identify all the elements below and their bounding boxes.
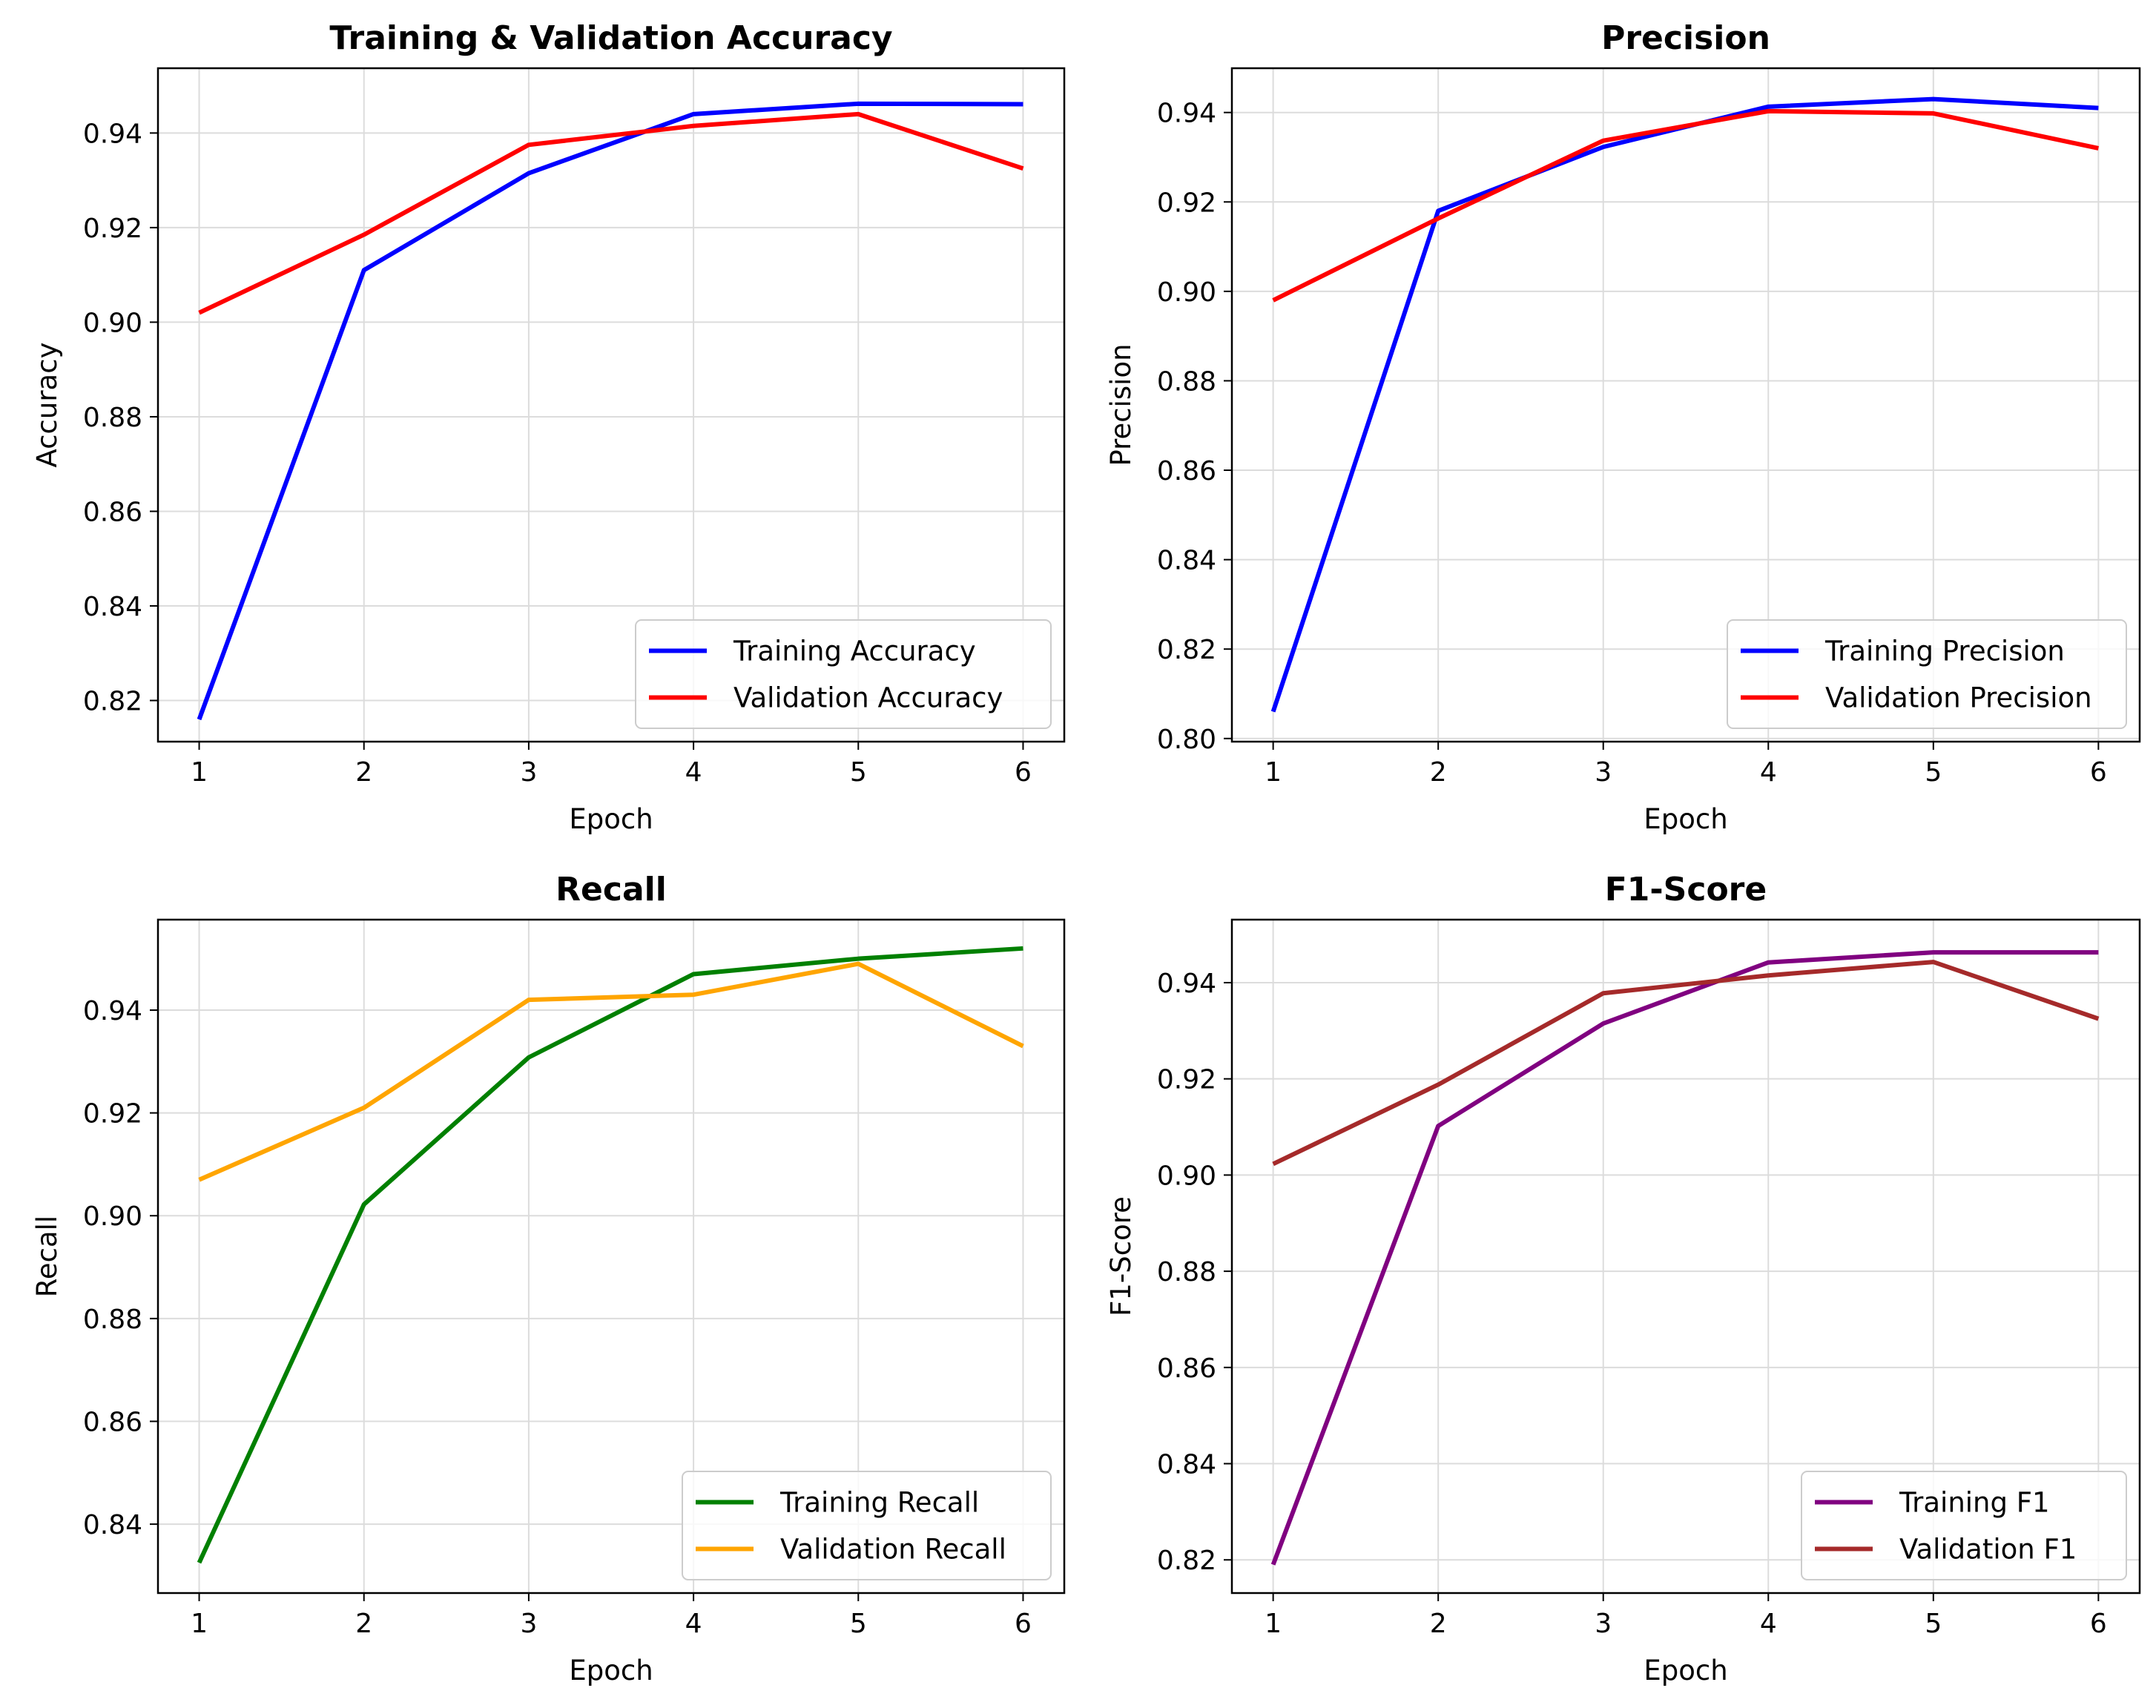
y-tick-label: 0.90 — [1157, 277, 1216, 308]
legend-box — [682, 1471, 1052, 1580]
plot-frame — [1230, 67, 2141, 743]
x-tick-label: 4 — [685, 757, 702, 788]
legend: Training Accuracy Validation Accuracy — [635, 619, 1052, 729]
x-tick-label: 5 — [1925, 757, 1942, 788]
y-tick-label: 0.86 — [1157, 1353, 1216, 1384]
legend-label-2: Validation Recall — [780, 1534, 1006, 1566]
y-tick-label: 0.94 — [83, 119, 142, 149]
x-tick-label: 1 — [1265, 1609, 1282, 1639]
y-tick-label: 0.92 — [1157, 188, 1216, 218]
series-line-1 — [197, 101, 1023, 721]
y-tick-label: 0.90 — [83, 1201, 142, 1232]
series-line-2 — [198, 111, 1024, 315]
x-axis-label: Epoch — [569, 1655, 653, 1686]
x-axis-label: Epoch — [1644, 1655, 1727, 1686]
plot-frame — [1230, 918, 2141, 1595]
y-tick-label: 0.84 — [1157, 1450, 1216, 1480]
x-axis-label: Epoch — [1644, 803, 1727, 835]
chart-title: Training & Validation Accuracy — [329, 19, 892, 57]
y-axis-label: Accuracy — [31, 343, 63, 468]
x-tick-label: 6 — [1015, 1609, 1032, 1639]
legend-box — [635, 619, 1052, 729]
y-tick-label: 0.82 — [83, 687, 142, 717]
x-tick-label: 4 — [1760, 757, 1777, 788]
legend-label-1: Training Accuracy — [733, 636, 976, 667]
legend-box — [1727, 619, 2127, 729]
y-tick-label: 0.84 — [83, 592, 142, 622]
plot-frame — [156, 67, 1066, 743]
x-tick-label: 2 — [355, 757, 372, 788]
legend-label-2: Validation Accuracy — [733, 682, 1003, 714]
x-tick-label: 1 — [1265, 757, 1282, 788]
x-tick-label: 3 — [520, 1609, 537, 1639]
x-tick-label: 3 — [1595, 757, 1612, 788]
y-tick-label: 0.84 — [83, 1510, 142, 1540]
x-tick-label: 6 — [2090, 757, 2107, 788]
chart-title: F1-Score — [1605, 871, 1767, 909]
y-axis-label: F1-Score — [1105, 1196, 1137, 1316]
x-tick-label: 2 — [355, 1609, 372, 1639]
legend-label-2: Validation F1 — [1899, 1534, 2077, 1566]
x-tick-label: 6 — [1015, 757, 1032, 788]
x-tick-label: 1 — [191, 1609, 208, 1639]
x-tick-label: 3 — [520, 757, 537, 788]
series-line-1 — [197, 946, 1023, 1564]
x-tick-label: 2 — [1430, 1609, 1447, 1639]
y-tick-label: 0.90 — [1157, 1161, 1216, 1191]
legend-label-1: Training Recall — [779, 1487, 979, 1519]
y-tick-label: 0.82 — [1157, 1546, 1216, 1576]
x-tick-label: 4 — [1760, 1609, 1777, 1639]
y-tick-label: 0.84 — [1157, 546, 1216, 576]
x-tick-label: 3 — [1595, 1609, 1612, 1639]
y-tick-label: 0.90 — [83, 308, 142, 338]
y-tick-label: 0.94 — [1157, 99, 1216, 129]
series-line-2 — [1272, 960, 2100, 1167]
y-tick-label: 0.86 — [1157, 456, 1216, 487]
y-tick-label: 0.94 — [1157, 969, 1216, 999]
y-tick-label: 0.92 — [83, 214, 142, 244]
y-tick-label: 0.94 — [83, 996, 142, 1026]
y-axis-label: Recall — [31, 1216, 63, 1297]
x-axis-label: Epoch — [569, 803, 653, 835]
x-tick-label: 5 — [850, 1609, 867, 1639]
y-tick-label: 0.88 — [1157, 1257, 1216, 1287]
x-tick-label: 5 — [1925, 1609, 1942, 1639]
legend-box — [1801, 1471, 2127, 1580]
legend: Training Recall Validation Recall — [682, 1471, 1052, 1580]
x-tick-label: 5 — [850, 757, 867, 788]
series-line-2 — [1272, 108, 2099, 303]
y-tick-label: 0.80 — [1157, 725, 1216, 755]
y-tick-label: 0.92 — [1157, 1065, 1216, 1095]
x-tick-label: 2 — [1430, 757, 1447, 788]
legend-label-1: Training Precision — [1824, 636, 2065, 667]
y-axis-label: Precision — [1105, 343, 1137, 466]
y-tick-label: 0.86 — [83, 1407, 142, 1437]
chart-title: Recall — [556, 871, 667, 909]
x-tick-label: 6 — [2090, 1609, 2107, 1639]
plot-frame — [156, 918, 1066, 1595]
chart-panel-4: 1 2 3 4 5 6 0.82 0.84 0.86 0.88 0.90 0.92 0.94 F1-Sco… — [1105, 871, 2141, 1686]
x-tick-label: 4 — [685, 1609, 702, 1639]
chart-title: Precision — [1601, 19, 1770, 57]
y-tick-label: 0.86 — [83, 497, 142, 527]
legend: Training F1 Validation F1 — [1801, 1471, 2127, 1580]
y-tick-label: 0.82 — [1157, 635, 1216, 665]
chart-panel-3: 1 2 3 4 5 6 0.84 0.86 0.88 0.90 0.92 0.94 Recall Epoc… — [31, 871, 1066, 1686]
legend-label-2: Validation Precision — [1825, 682, 2092, 714]
chart-panel-2: 1 2 3 4 5 6 0.80 0.82 0.84 0.86 0.88 0.90 0.92 0.94 Pr… — [1105, 19, 2141, 835]
series-line-2 — [198, 961, 1024, 1182]
legend-label-1: Training F1 — [1899, 1487, 2050, 1519]
legend: Training Precision Validation Precision — [1727, 619, 2127, 729]
chart-panel-1: 1 2 3 4 5 6 0.82 0.84 0.86 0.88 0.90 0.92 0.94 Traini… — [31, 19, 1066, 835]
series-line-1 — [1270, 950, 2099, 1566]
y-tick-label: 0.92 — [83, 1099, 142, 1130]
y-tick-label: 0.88 — [1157, 366, 1216, 397]
y-tick-label: 0.88 — [83, 403, 142, 433]
y-tick-label: 0.88 — [83, 1305, 142, 1335]
x-tick-label: 1 — [191, 757, 208, 788]
